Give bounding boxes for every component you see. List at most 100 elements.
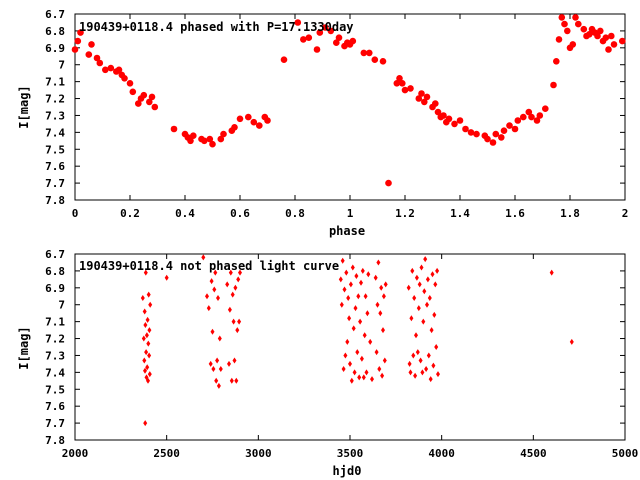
data-point [414, 332, 418, 339]
y-tick-label: 7.5 [45, 383, 65, 396]
data-point [201, 254, 206, 261]
y-tick-label: 6.7 [45, 248, 65, 261]
data-point [370, 376, 374, 383]
data-point [115, 66, 123, 74]
data-point [383, 281, 388, 288]
data-point [300, 36, 307, 43]
x-tick-label: 0.4 [175, 207, 195, 220]
data-point [356, 293, 361, 300]
data-point [399, 80, 406, 87]
data-point [436, 371, 440, 378]
data-point [146, 377, 150, 384]
y-tick-label: 7.8 [45, 194, 65, 207]
data-point [359, 279, 363, 286]
data-point [550, 81, 557, 89]
data-point [417, 281, 422, 288]
data-point [71, 46, 79, 53]
data-point [359, 355, 364, 362]
data-point [217, 135, 225, 143]
data-point [143, 269, 148, 276]
data-point [462, 125, 469, 133]
data-point [351, 325, 356, 332]
data-point [418, 357, 423, 364]
data-point [135, 100, 142, 107]
data-point [236, 276, 241, 283]
data-point [424, 366, 429, 372]
x-tick-label: 4500 [520, 447, 547, 460]
data-point [88, 41, 95, 48]
data-point [350, 264, 355, 271]
data-point [294, 19, 302, 26]
data-point [255, 122, 263, 129]
data-point [421, 98, 428, 106]
data-point [349, 37, 357, 45]
data-point [338, 276, 343, 283]
unphased-x-ticks: 2000 2500 3000 3500 4000 4500 5000 [62, 254, 638, 460]
data-point [520, 113, 527, 121]
data-point [96, 59, 104, 67]
data-point [605, 46, 612, 53]
data-point [140, 91, 148, 99]
data-point [506, 122, 513, 129]
data-point [610, 41, 618, 48]
unphased-plot-frame [74, 253, 626, 441]
data-point [445, 115, 453, 123]
data-point [500, 127, 508, 134]
data-point [107, 64, 115, 72]
data-point [231, 124, 238, 131]
data-point [145, 316, 150, 323]
data-point [280, 56, 288, 63]
unphased-chart: 2000 2500 3000 3500 4000 4500 5000 6.7 6.8 6.9 7 7… [17, 248, 638, 478]
data-point [533, 117, 541, 124]
data-point [327, 27, 335, 35]
data-point [376, 259, 381, 266]
data-point [342, 286, 347, 293]
data-point [344, 269, 349, 276]
data-point [146, 291, 151, 298]
data-point [147, 327, 152, 334]
x-tick-label: 4000 [428, 447, 455, 460]
data-point [313, 46, 321, 53]
data-point [145, 364, 150, 371]
data-point [511, 125, 519, 133]
data-point [528, 113, 535, 121]
data-point [371, 56, 379, 63]
data-point [74, 37, 82, 45]
y-tick-label: 7.7 [45, 417, 65, 430]
data-point [358, 318, 363, 325]
data-point [236, 115, 244, 123]
data-point [373, 274, 378, 281]
data-point [339, 301, 344, 308]
data-point [492, 130, 500, 138]
data-point [305, 34, 313, 41]
data-point [335, 34, 343, 41]
y-tick-label: 7 [58, 59, 65, 72]
data-point [354, 273, 359, 279]
data-point [432, 100, 439, 107]
data-point [414, 274, 419, 281]
unphased-y-ticks: 6.7 6.8 6.9 7 7.1 7.2 7.3 7.4 7.5 7.6 7.7 7.8 [45, 248, 625, 447]
data-point [227, 360, 231, 367]
data-point [245, 113, 252, 121]
y-tick-label: 6.8 [45, 265, 65, 278]
data-point [210, 328, 215, 335]
y-tick-label: 6.9 [45, 42, 65, 55]
data-point [349, 377, 354, 384]
data-point [148, 93, 156, 101]
data-point [206, 305, 211, 312]
x-tick-label: 2 [622, 207, 629, 220]
data-point [363, 293, 368, 300]
data-point [228, 269, 233, 276]
data-point [430, 271, 435, 278]
data-point [434, 108, 442, 116]
data-point [572, 14, 579, 21]
y-tick-label: 7.6 [45, 160, 65, 173]
data-point [143, 420, 148, 427]
data-point [231, 318, 236, 325]
data-point [164, 274, 169, 281]
data-point [360, 267, 365, 274]
data-point [421, 318, 426, 325]
data-point [227, 306, 232, 313]
phased-y-axis-label: I[mag] [17, 85, 31, 128]
data-point [361, 374, 366, 381]
